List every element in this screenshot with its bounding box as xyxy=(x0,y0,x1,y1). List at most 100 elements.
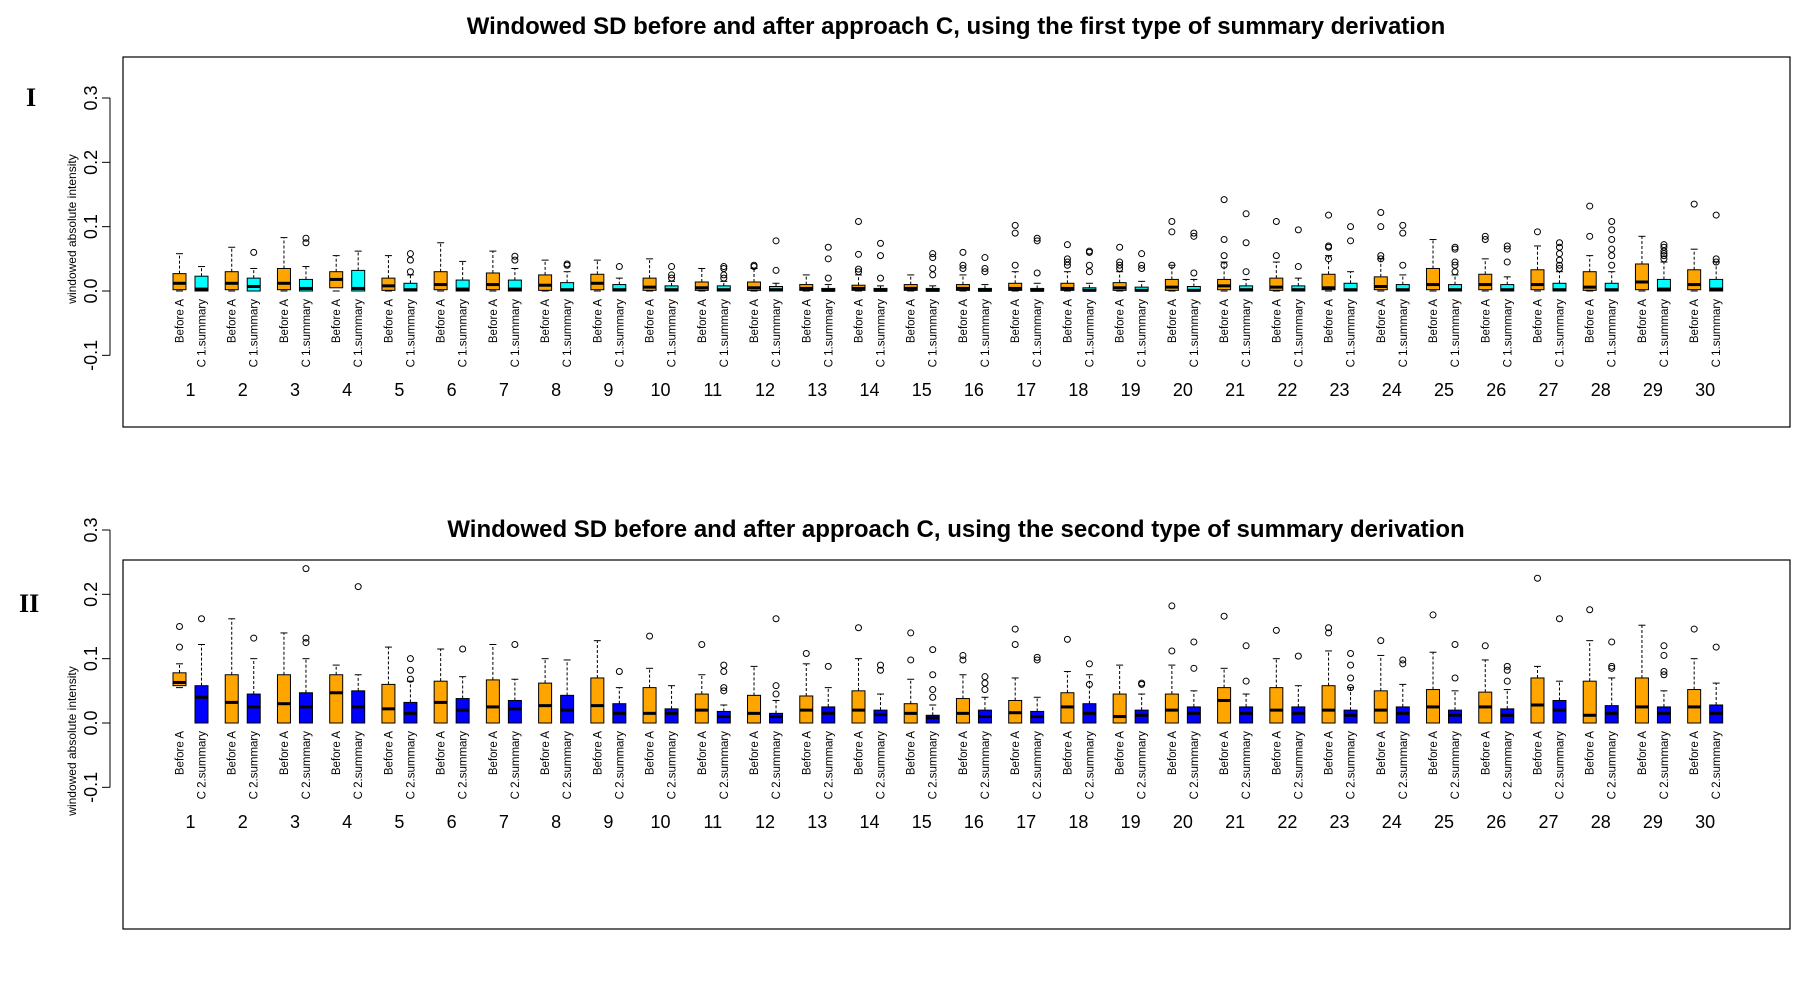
panel-1-x-tick-label: 4 xyxy=(342,380,352,400)
panel-2-box-label: Before A xyxy=(1637,731,1649,775)
box-iqr xyxy=(1552,699,1567,724)
panel-1-box-after-18: C 1.summary xyxy=(1082,247,1097,367)
panel-2-box-label: C 2.summary xyxy=(458,731,470,800)
outlier-point xyxy=(1011,229,1019,237)
panel-2-box-label: C 2.summary xyxy=(405,731,417,800)
outlier-point xyxy=(1347,661,1355,669)
outlier-point xyxy=(854,268,862,276)
outlier-point xyxy=(1242,642,1250,650)
panel-2-box-after-1: C 2.summary xyxy=(194,615,209,799)
box-iqr xyxy=(1687,269,1702,291)
outlier-point xyxy=(698,641,706,649)
panel-2-box-after-5: C 2.summary xyxy=(403,655,418,800)
outlier-point xyxy=(1063,261,1071,269)
panel-2-x-tick-label: 27 xyxy=(1538,812,1558,832)
panel-2-box-label: Before A xyxy=(801,731,813,775)
box-iqr xyxy=(955,698,970,724)
box-iqr xyxy=(381,683,396,724)
panel-1-box-after-2: C 1.summary xyxy=(246,248,261,368)
outlier-point xyxy=(772,266,780,274)
panel-2-box-label: Before A xyxy=(1115,731,1127,775)
outlier-point xyxy=(1138,250,1146,258)
box-iqr xyxy=(1478,273,1493,291)
panel-1-x-tick-label: 28 xyxy=(1591,380,1611,400)
panel-1-box-label: C 1.summary xyxy=(1607,299,1619,368)
panel-2-box-after-15: C 2.summary xyxy=(925,646,940,799)
panel-2-label: II xyxy=(19,589,39,618)
panel-1-box-label: Before A xyxy=(1115,299,1127,343)
panel-1-box-label: C 1.summary xyxy=(1398,299,1410,368)
panel-2-box-before-15: Before A xyxy=(903,629,918,775)
panel-2-box-label: C 2.summary xyxy=(771,731,783,800)
outlier-point xyxy=(929,671,937,679)
panel-2-box-before-27: Before A xyxy=(1530,574,1545,775)
panel-2-box-before-30: Before A xyxy=(1687,625,1702,775)
panel-1-x-tick-label: 15 xyxy=(912,380,932,400)
panel-1-y-tick-label: 0.0 xyxy=(81,278,101,303)
panel-1-box-label: Before A xyxy=(645,299,657,343)
outlier-point xyxy=(907,629,915,637)
panel-2-box-label: Before A xyxy=(1532,731,1544,775)
panel-2-x-tick-label: 29 xyxy=(1643,812,1663,832)
panel-2-box-label: C 2.summary xyxy=(1293,731,1305,800)
panel-2-box-before-23: Before A xyxy=(1321,624,1336,775)
panel-2-y-tick-label: 0.0 xyxy=(81,710,101,735)
outlier-point xyxy=(876,661,884,669)
panel-2-box-after-8: C 2.summary xyxy=(560,659,575,799)
box-iqr xyxy=(351,269,366,292)
panel-2-x-tick-label: 8 xyxy=(551,812,561,832)
panel-2-x-tick-label: 20 xyxy=(1173,812,1193,832)
outlier-point xyxy=(1503,242,1511,250)
outlier-point xyxy=(854,265,862,273)
panel-2-box-before-24: Before A xyxy=(1373,637,1388,775)
panel-1-box-after-30: C 1.summary xyxy=(1709,211,1724,368)
panel-2-box-label: Before A xyxy=(175,731,187,775)
panel-2-box-label: C 2.summary xyxy=(667,731,679,800)
panel-1-box-after-23: C 1.summary xyxy=(1343,223,1358,367)
panel-2-box-label: Before A xyxy=(1062,731,1074,775)
panel-1-box-before-12: Before A xyxy=(747,261,762,343)
outlier-point xyxy=(1168,228,1176,236)
panel-1-box-after-12: C 1.summary xyxy=(769,237,784,367)
panel-2-x-tick-label: 10 xyxy=(651,812,671,832)
box-iqr xyxy=(1269,687,1284,724)
outlier-point xyxy=(1451,245,1459,253)
panel-1-box-label: C 1.summary xyxy=(197,299,209,368)
panel-1-box-after-3: C 1.summary xyxy=(298,234,313,367)
panel-2-box-before-26: Before A xyxy=(1478,642,1493,775)
panel-2-box-before-12: Before A xyxy=(747,665,762,775)
panel-1-box-label: C 1.summary xyxy=(1711,299,1723,368)
panel-1-box-label: C 1.summary xyxy=(249,299,261,368)
panel-1-box-label: C 1.summary xyxy=(405,299,417,368)
panel-1-box-label: Before A xyxy=(1219,299,1231,343)
box-iqr xyxy=(694,281,709,291)
panel-2-box-before-6: Before A xyxy=(433,648,448,775)
outlier-point xyxy=(720,684,728,692)
outlier-point xyxy=(1608,664,1616,672)
outlier-point xyxy=(1712,211,1720,219)
panel-2-box-label: Before A xyxy=(436,731,448,775)
outlier-point xyxy=(176,643,183,651)
panel-1-x-tick-label: 20 xyxy=(1173,380,1193,400)
outlier-point xyxy=(981,264,989,272)
panel-1-box-before-19: Before A xyxy=(1112,243,1127,343)
outlier-point xyxy=(802,650,810,658)
panel-1-x-tick-label: 1 xyxy=(185,380,195,400)
outlier-point xyxy=(1272,218,1280,226)
outlier-point xyxy=(929,646,937,654)
box-iqr xyxy=(172,273,187,291)
panel-2-box-before-17: Before A xyxy=(1008,625,1023,775)
panel-1-box-before-6: Before A xyxy=(433,242,448,343)
outlier-point xyxy=(668,274,676,282)
panel-2-box-before-16: Before A xyxy=(955,651,970,775)
panel-1-box-after-9: C 1.summary xyxy=(612,263,627,367)
outlier-point xyxy=(1063,241,1071,249)
panel-2-box-label: C 2.summary xyxy=(510,731,522,800)
outlier-point xyxy=(1190,638,1198,646)
outlier-point xyxy=(959,261,967,269)
panel-2-box-label: Before A xyxy=(331,731,343,775)
panel-1-box-label: Before A xyxy=(1062,299,1074,343)
panel-1-box-after-28: C 1.summary xyxy=(1604,218,1619,368)
outlier-point xyxy=(406,268,414,276)
outlier-point xyxy=(1503,677,1511,685)
